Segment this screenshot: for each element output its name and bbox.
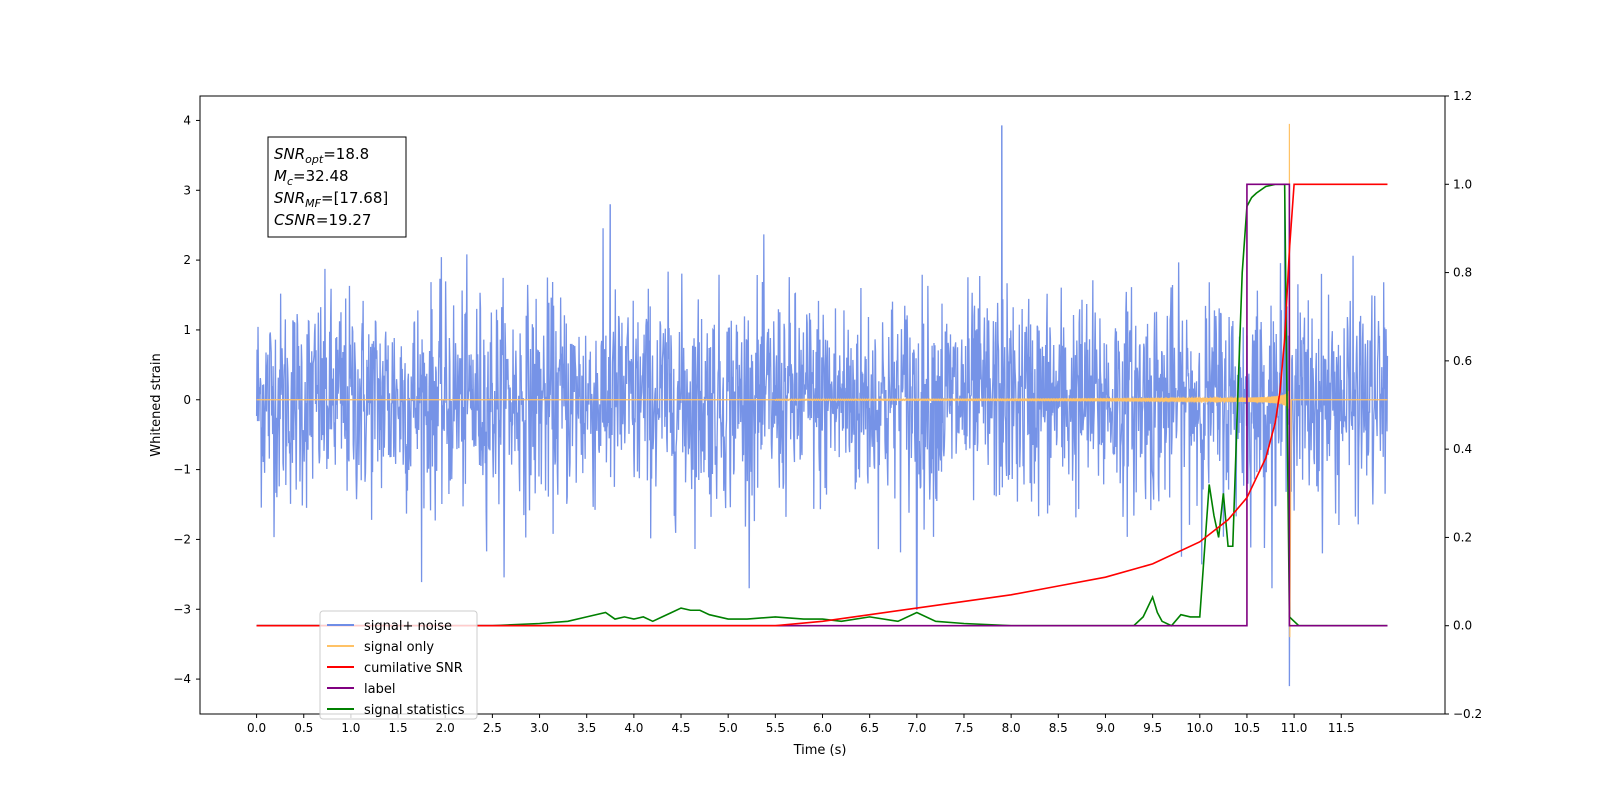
y-tick-label: −1 bbox=[173, 463, 191, 477]
x-tick-label: 4.0 bbox=[624, 721, 643, 735]
x-tick-label: 9.0 bbox=[1096, 721, 1115, 735]
y-axis-label: Whitened strain bbox=[149, 353, 164, 456]
x-tick-label: 0.5 bbox=[294, 721, 313, 735]
legend-entry: signal only bbox=[364, 640, 434, 655]
series-layer bbox=[255, 123, 1389, 687]
x-tick-label: 2.5 bbox=[483, 721, 502, 735]
x-tick-label: 10.0 bbox=[1186, 721, 1213, 735]
y2-tick-label: 0.0 bbox=[1453, 619, 1472, 633]
series-signal-noise bbox=[255, 125, 1389, 687]
legend-entry: label bbox=[364, 682, 395, 697]
x-tick-label: 8.0 bbox=[1002, 721, 1021, 735]
y2-tick-label: 0.8 bbox=[1453, 266, 1472, 280]
y2-tick-label: 0.4 bbox=[1453, 442, 1472, 456]
x-axis: 0.0 0.5 1.0 1.5 2.0 2.5 3.0 3.5 4.0 4.5 5.0 5.5 6.0 6… bbox=[247, 714, 1355, 735]
y-tick-label: 1 bbox=[183, 323, 191, 337]
y-axis-left: −4 −3 −2 −1 0 1 2 3 4 bbox=[173, 113, 200, 686]
x-tick-label: 5.0 bbox=[719, 721, 738, 735]
x-tick-label: 0.0 bbox=[247, 721, 266, 735]
legend-entry: cumilative SNR bbox=[364, 661, 463, 676]
snr-annotation-box: SNRopt=18.8Mc=32.48SNRMF=[17.68]CSNR=19.… bbox=[267, 136, 407, 238]
x-tick-label: 5.5 bbox=[766, 721, 785, 735]
y-tick-label: 3 bbox=[183, 183, 191, 197]
x-tick-label: 7.5 bbox=[954, 721, 973, 735]
x-tick-label: 7.0 bbox=[907, 721, 926, 735]
legend: signal+ noise signal only cumilative SNR la… bbox=[319, 610, 478, 720]
series-cumulative-snr bbox=[256, 183, 1388, 627]
x-tick-label: 3.5 bbox=[577, 721, 596, 735]
y2-tick-label: −0.2 bbox=[1453, 707, 1482, 721]
annotation-line: CSNR=19.27 bbox=[274, 211, 371, 229]
annotation-line: Mc=32.48 bbox=[274, 167, 349, 188]
y2-tick-label: 0.6 bbox=[1453, 354, 1472, 368]
y-tick-label: 2 bbox=[183, 253, 191, 267]
annotation-line: SNRMF=[17.68] bbox=[274, 189, 388, 210]
annotation-frame bbox=[267, 136, 407, 238]
legend-entry: signal statistics bbox=[364, 703, 465, 718]
x-tick-label: 6.5 bbox=[860, 721, 879, 735]
x-tick-label: 11.5 bbox=[1328, 721, 1355, 735]
y-tick-label: 0 bbox=[183, 393, 191, 407]
series-signal-only bbox=[256, 123, 1388, 638]
x-tick-label: 6.0 bbox=[813, 721, 832, 735]
x-tick-label: 1.5 bbox=[389, 721, 408, 735]
x-tick-label: 3.0 bbox=[530, 721, 549, 735]
x-tick-label: 11.0 bbox=[1281, 721, 1308, 735]
x-tick-label: 4.5 bbox=[671, 721, 690, 735]
y2-tick-label: 0.2 bbox=[1453, 530, 1472, 544]
annotation-line: SNRopt=18.8 bbox=[274, 145, 369, 166]
legend-entry: signal+ noise bbox=[364, 619, 452, 634]
y-tick-label: 4 bbox=[183, 113, 191, 127]
x-tick-label: 2.0 bbox=[436, 721, 455, 735]
x-axis-label: Time (s) bbox=[793, 743, 847, 758]
x-tick-label: 10.5 bbox=[1234, 721, 1261, 735]
y-tick-label: −4 bbox=[173, 672, 191, 686]
series-label bbox=[256, 183, 1388, 627]
y-tick-label: −3 bbox=[173, 602, 191, 616]
y2-tick-label: 1.2 bbox=[1453, 89, 1472, 103]
plot-area bbox=[199, 95, 1446, 715]
y-axis-right: −0.2 0.0 0.2 0.4 0.6 0.8 1.0 1.2 bbox=[1445, 89, 1482, 721]
legend-frame bbox=[319, 610, 478, 720]
x-tick-label: 9.5 bbox=[1143, 721, 1162, 735]
x-tick-label: 8.5 bbox=[1049, 721, 1068, 735]
y-tick-label: −2 bbox=[173, 532, 191, 546]
y2-tick-label: 1.0 bbox=[1453, 177, 1472, 191]
x-tick-label: 1.0 bbox=[341, 721, 360, 735]
